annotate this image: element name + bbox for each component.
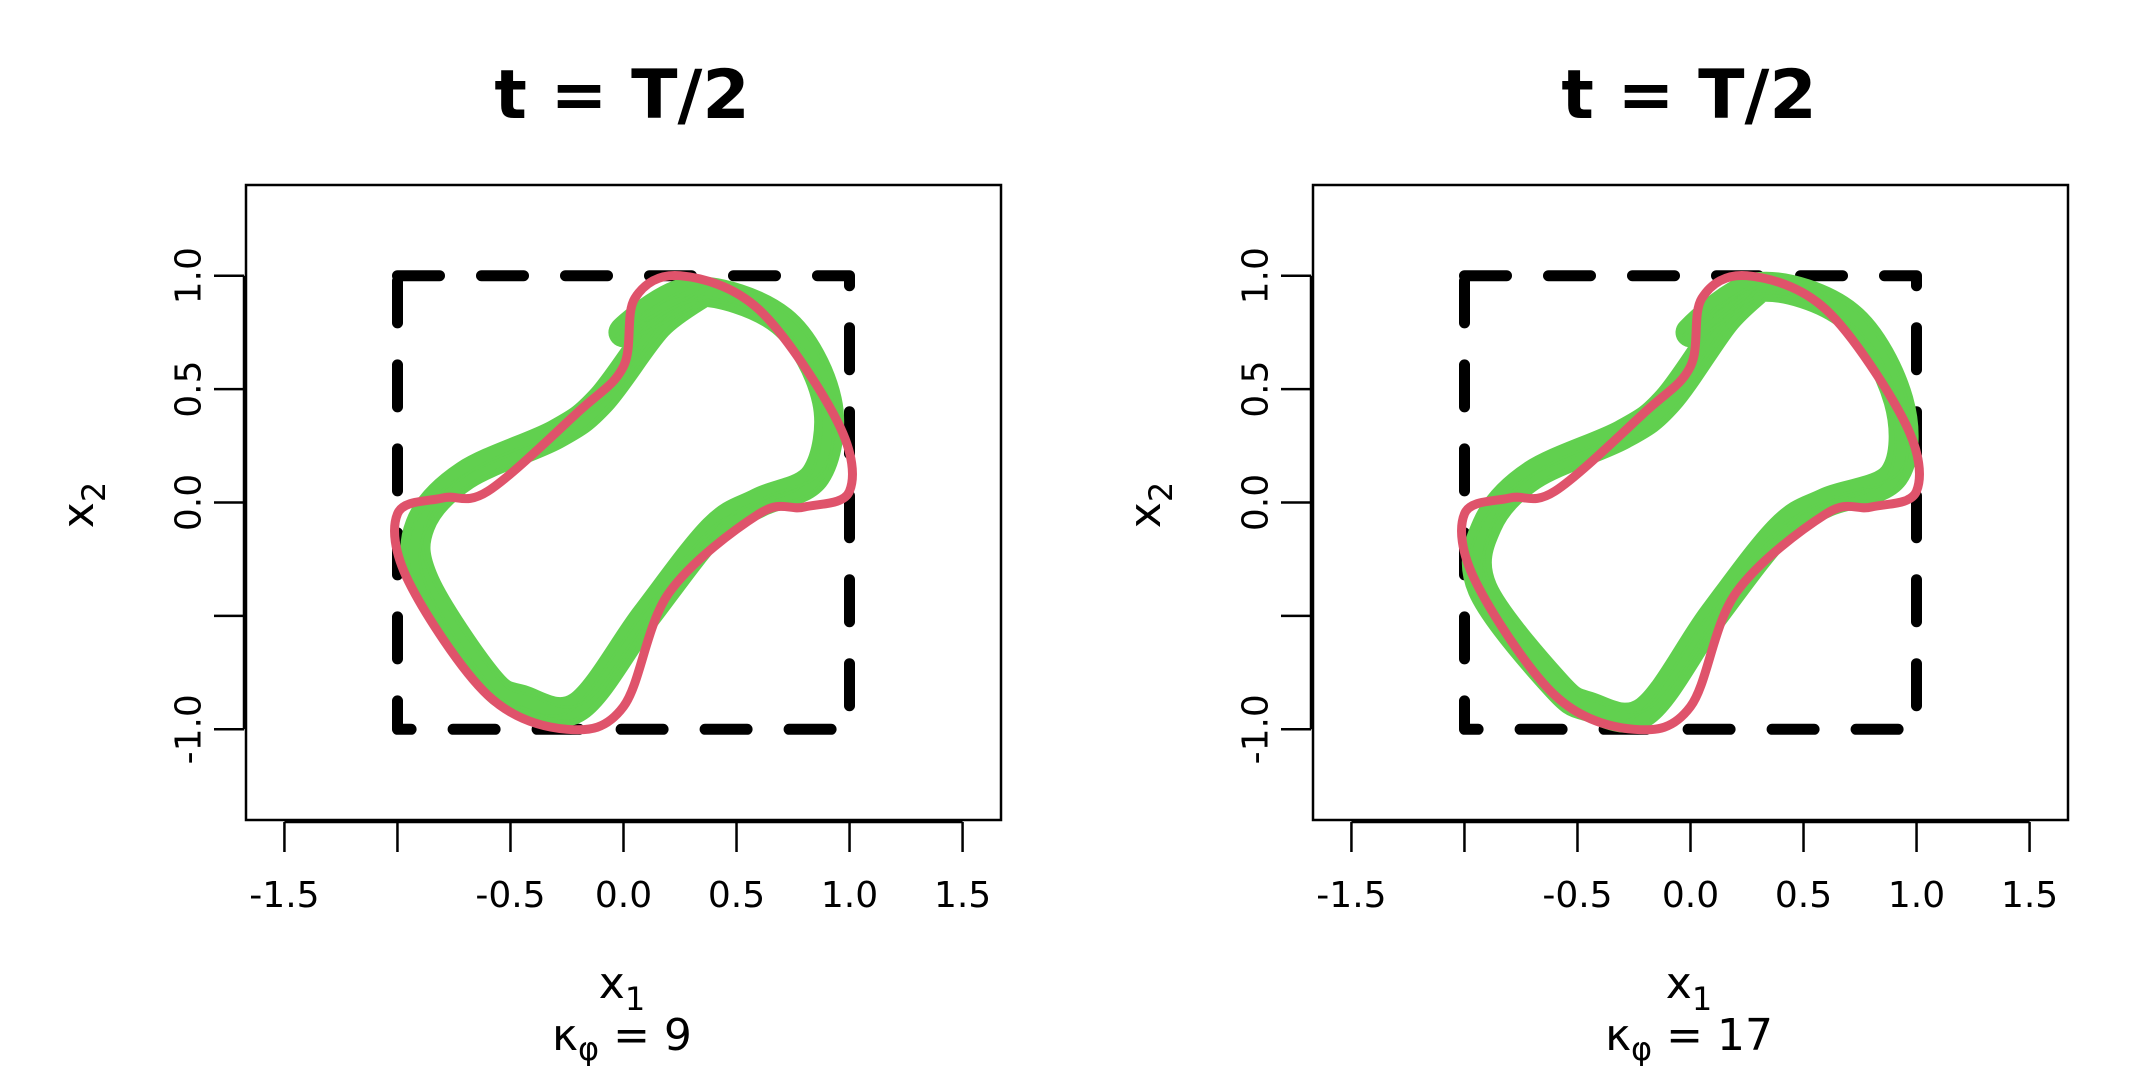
panel-1-x-tick-label: 1.5 <box>934 875 991 916</box>
panel-1: -1.5 -0.5 0.0 0.5 1.0 1.5 -1.0 0.0 0.5 1.0 t = T/… <box>53 56 1003 1066</box>
panel-2-caption-rest: = 17 <box>1652 1010 1773 1061</box>
panel-2-x-tick-label: 0.5 <box>1775 875 1832 916</box>
panel-2-series-realizations-strand <box>1482 280 1912 714</box>
panel-1-caption: κφ = 9 <box>552 1010 692 1066</box>
panel-2-series-reference-curve <box>1457 271 1924 735</box>
panel-1-x-tick-label: 0.0 <box>595 875 652 916</box>
panel-1-x-tick-label: 0.5 <box>708 875 765 916</box>
panel-1-xlabel-main: x <box>599 958 625 1009</box>
panel-1-caption-sub: φ <box>578 1030 599 1066</box>
panel-1-ylabel: x2 <box>53 482 113 528</box>
panel-2-title: t = T/2 <box>1561 56 1816 135</box>
panel-1-series-realizations-strand <box>421 285 838 709</box>
panel-1-y-tick-label: -1.0 <box>169 694 210 764</box>
panel-2-caption-symbol: κ <box>1605 1010 1631 1061</box>
panel-2-y-tick-label: 0.5 <box>1236 360 1277 417</box>
panel-1-y-tick-label: 1.0 <box>169 247 210 304</box>
panel-1-series-reference-curve <box>390 271 857 735</box>
panel-2-x-tick-label: -0.5 <box>1542 875 1612 916</box>
panel-2-caption-sub: φ <box>1631 1030 1652 1066</box>
panel-2-x-tick-label: -1.5 <box>1316 875 1386 916</box>
panel-1-y-tick-label: 0.0 <box>169 474 210 531</box>
panel-1-series-reference-square <box>392 270 855 735</box>
panel-2-y-tick-label: -1.0 <box>1236 694 1277 764</box>
panel-1-plot-marks: -1.5 -0.5 0.0 0.5 1.0 1.5 -1.0 0.0 0.5 1.0 <box>169 183 1003 916</box>
panel-1-xlabel: x1 <box>599 958 645 1018</box>
panel-1-caption-symbol: κ <box>552 1010 578 1061</box>
panel-1-y-tick-label: 0.5 <box>169 360 210 417</box>
panel-1-plot-frame <box>244 183 1003 822</box>
panel-2-x-tick-label: 0.0 <box>1662 875 1719 916</box>
panel-1-ylabel-main: x <box>53 502 104 528</box>
panel-2-x-tick-label: 1.0 <box>1888 875 1945 916</box>
panel-1-x-tick-label: 1.0 <box>821 875 878 916</box>
panel-2-xlabel-main: x <box>1666 958 1692 1009</box>
panel-2-ylabel-sub: 2 <box>1142 482 1180 502</box>
panel-2-xlabel-sub: 1 <box>1692 980 1712 1018</box>
panel-2-xlabel: x1 <box>1666 958 1712 1018</box>
panel-1-xlabel-sub: 1 <box>625 980 645 1018</box>
panel-1-ylabel-sub: 2 <box>75 482 113 502</box>
panel-2-ylabel: x2 <box>1120 482 1180 528</box>
panel-1-title: t = T/2 <box>494 56 749 135</box>
panel-1-x-tick-label: -0.5 <box>475 875 545 916</box>
panel-2-ylabel-main: x <box>1120 502 1171 528</box>
panel-1-x-tick-label: -1.5 <box>249 875 319 916</box>
panel-2-caption: κφ = 17 <box>1605 1010 1773 1066</box>
panel-2-y-tick-label: 0.0 <box>1236 474 1277 531</box>
panel-2: -1.5 -0.5 0.0 0.5 1.0 1.5 -1.0 0.0 0.5 1.0 t = T/… <box>1120 56 2070 1066</box>
panel-2-y-tick-label: 1.0 <box>1236 247 1277 304</box>
panel-2-plot-marks: -1.5 -0.5 0.0 0.5 1.0 1.5 -1.0 0.0 0.5 1.0 <box>1236 183 2070 916</box>
panel-2-x-tick-label: 1.5 <box>2001 875 2058 916</box>
panel-2-plot-frame <box>1311 183 2070 822</box>
panel-1-caption-rest: = 9 <box>599 1010 692 1061</box>
